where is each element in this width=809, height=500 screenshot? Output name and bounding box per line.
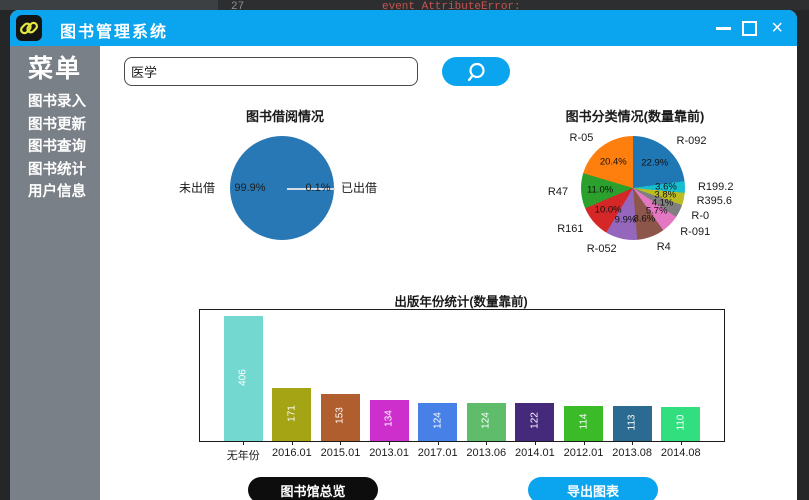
pie-category-label: R4 [656,241,671,254]
bar [272,388,312,441]
bar-value-label: 153 [334,407,346,425]
link-icon [16,15,42,41]
bar-chart-title: 出版年份统计(数量靠前) [394,295,528,309]
pie-pct-label: 20.4% [599,156,627,168]
pie-category-label: R395.6 [696,195,733,208]
bar [564,405,603,441]
sidebar-item-user-info[interactable]: 用户信息 [28,184,86,201]
borrow-pie-pct-loaned: 0.1% [305,182,331,194]
sidebar-item-book-stats[interactable]: 图书统计 [28,161,86,178]
bar [321,393,360,441]
editor-line-number: 27 [231,1,245,10]
editor-gutter [0,0,218,10]
bar-value-label: 114 [578,414,590,430]
pie-category-label: R199.2 [697,180,734,193]
borrow-pie-label-notloaned: 未出借 [178,181,215,195]
x-axis-tick [389,441,391,445]
pie-category-label: R-092 [676,134,707,147]
borrow-pie-pct-notloaned: 99.9% [234,182,266,194]
x-axis-tick [486,441,488,445]
x-axis-tick [680,441,682,445]
maximize-button[interactable] [742,21,757,36]
bar-value-label: 122 [529,412,541,430]
sidebar: 菜单 图书录入 图书更新 图书查询 图书统计 用户信息 [10,46,100,500]
bar-value-label: 110 [675,414,687,431]
pie-category-label: R-052 [586,243,617,256]
borrow-pie-title: 图书借阅情况 [245,109,324,124]
app-window: 图书管理系统 × 菜单 图书录入 图书更新 图书查询 图书统计 用户信息 [10,10,797,500]
pie-category-label: R-0 [691,210,710,223]
close-button[interactable]: × [771,17,783,39]
bar [369,399,409,441]
borrow-pie-label-loaned: 已出借 [341,181,378,195]
x-tick-label: 无年份 [226,450,260,462]
x-axis-tick [437,441,439,445]
category-pie [581,136,685,240]
bar [466,402,506,441]
library-overview-button[interactable]: 图书馆总览 [248,477,378,500]
x-tick-label: 2016.01 [271,447,312,459]
x-axis-tick [583,441,585,445]
x-axis-tick [534,441,536,445]
x-axis-tick [291,441,293,445]
pie-pct-label: 3.8% [654,189,677,201]
pie-category-label: R-05 [569,131,594,144]
pie-pct-label: 9.9% [614,214,637,226]
x-tick-label: 2012.01 [563,447,604,459]
sidebar-item-book-update[interactable]: 图书更新 [28,116,86,133]
titlebar[interactable]: 图书管理系统 × [10,10,797,46]
x-tick-label: 2013.08 [612,447,652,459]
x-tick-label: 2013.01 [369,447,409,459]
sidebar-menu: 图书录入 图书更新 图书查询 图书统计 用户信息 [10,91,100,204]
minimize-button[interactable] [716,27,731,30]
pie-category-label: R161 [557,223,584,236]
x-tick-label: 2015.01 [320,447,361,459]
bar [418,402,458,441]
bar-value-label: 113 [626,414,638,431]
pie-category-label: R-091 [680,225,711,238]
search-button[interactable] [442,57,510,86]
x-tick-label: 2017.01 [417,447,458,459]
pie-pct-label: 22.9% [641,157,669,169]
pie-category-label: R47 [547,185,569,198]
x-tick-label: 2013.06 [466,447,507,459]
pie-pct-label: 8.6% [633,213,656,225]
bar-value-label: 124 [432,412,444,429]
category-pie-title: 图书分类情况(数量靠前) [565,109,705,124]
background-editor-strip: 27 event AttributeError: [0,0,809,10]
window-title: 图书管理系统 [60,24,169,41]
bar-chart-plot: 406 无年份 171 2016.01 153 2015.01 134 2013.01 124 2… [199,309,725,462]
pie-pct-label: 3.6% [655,181,677,193]
bar [612,406,652,441]
x-axis-tick [340,441,342,445]
bar-value-label: 134 [383,410,395,428]
sidebar-title: 菜单 [27,55,82,83]
search-input[interactable] [124,57,418,86]
pie-pct-label: 5.7% [645,205,668,217]
bar-value-label: 406 [237,368,249,386]
x-tick-label: 2014.08 [660,447,701,459]
export-chart-button[interactable]: 导出图表 [528,477,658,500]
pie-pct-label: 11.0% [586,184,614,196]
sidebar-item-book-entry[interactable]: 图书录入 [28,94,86,110]
x-axis-tick [632,441,634,445]
pie-pct-label: 10.0% [594,204,622,216]
bar [223,316,263,441]
bar-value-label: 171 [286,404,298,422]
pie-pct-label: 4.1% [651,197,674,209]
editor-error-text: event AttributeError: [382,1,521,10]
borrow-pie-leader-line [287,188,335,190]
bar [661,407,701,441]
x-axis-tick [243,441,245,445]
bar [515,403,555,441]
search-icon [464,60,488,84]
sidebar-item-book-query[interactable]: 图书查询 [28,139,86,156]
x-tick-label: 2014.01 [515,447,555,459]
bar-value-label: 124 [480,412,492,429]
